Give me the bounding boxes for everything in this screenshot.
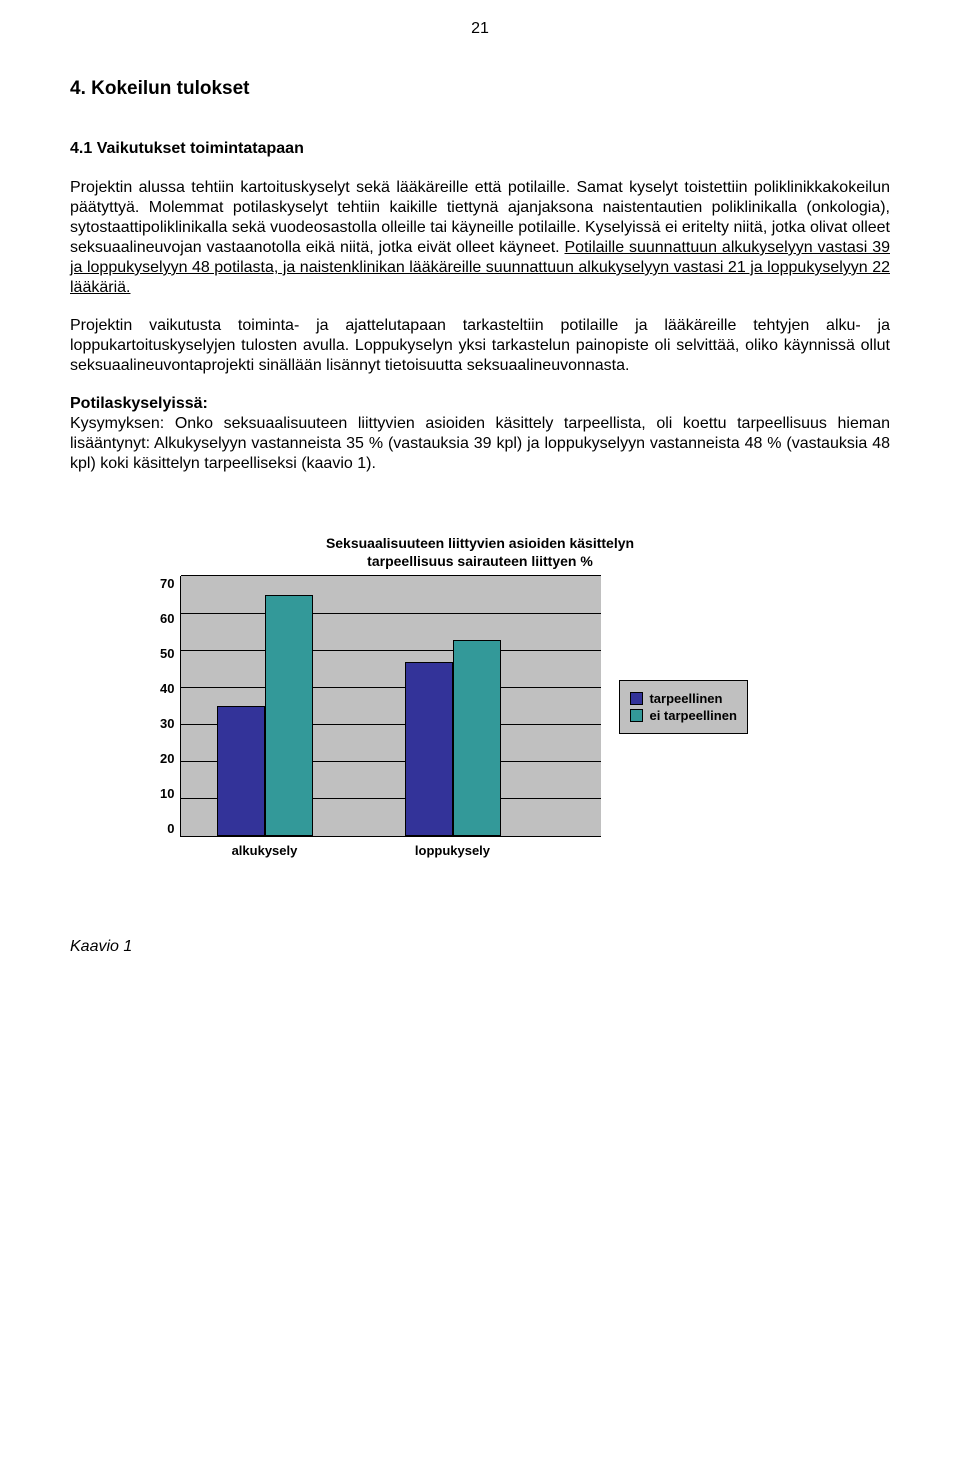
legend-row: tarpeellinen bbox=[630, 691, 736, 706]
chart-area: 70 60 50 40 30 20 10 0 tarpeellinen ei tarpeelli… bbox=[160, 576, 800, 837]
chart-x-labels: alkukysely loppukysely bbox=[160, 843, 800, 858]
chart-title: Seksuaalisuuteen liittyvien asioiden käs… bbox=[160, 534, 800, 570]
paragraph-3-label: Potilaskyselyissä: bbox=[70, 395, 208, 412]
heading-subsection: 4.1 Vaikutukset toimintatapaan bbox=[70, 140, 890, 158]
chart-x-label: alkukysely bbox=[216, 843, 312, 858]
chart-gridline bbox=[181, 687, 601, 688]
chart-plot bbox=[180, 576, 601, 837]
chart-legend: tarpeellinen ei tarpeellinen bbox=[619, 680, 747, 734]
paragraph-3-body: Kysymyksen: Onko seksuaalisuuteen liitty… bbox=[70, 415, 890, 472]
legend-label: tarpeellinen bbox=[649, 691, 722, 706]
chart-gridline bbox=[181, 650, 601, 651]
chart-y-axis: 70 60 50 40 30 20 10 0 bbox=[160, 576, 180, 836]
chart-y-tick: 60 bbox=[160, 611, 174, 626]
legend-swatch bbox=[630, 692, 643, 705]
page-number: 21 bbox=[70, 20, 890, 38]
legend-label: ei tarpeellinen bbox=[649, 708, 736, 723]
chart-caption: Kaavio 1 bbox=[70, 938, 890, 956]
x-label-spacer bbox=[160, 843, 180, 858]
chart-y-tick: 30 bbox=[160, 716, 174, 731]
paragraph-1: Projektin alussa tehtiin kartoituskysely… bbox=[70, 178, 890, 298]
chart-y-tick: 50 bbox=[160, 646, 174, 661]
chart-y-tick: 70 bbox=[160, 576, 174, 591]
chart-gridline bbox=[181, 575, 601, 576]
chart-bar bbox=[453, 640, 501, 837]
chart-container: Seksuaalisuuteen liittyvien asioiden käs… bbox=[160, 534, 800, 858]
chart-bar bbox=[265, 595, 313, 836]
chart-y-tick: 20 bbox=[160, 751, 174, 766]
chart-bar bbox=[405, 662, 453, 837]
legend-row: ei tarpeellinen bbox=[630, 708, 736, 723]
page: 21 4. Kokeilun tulokset 4.1 Vaikutukset … bbox=[0, 0, 960, 1470]
chart-gridline bbox=[181, 613, 601, 614]
heading-section: 4. Kokeilun tulokset bbox=[70, 78, 890, 100]
chart-y-tick: 10 bbox=[160, 786, 174, 801]
paragraph-2: Projektin vaikutusta toiminta- ja ajatte… bbox=[70, 316, 890, 376]
chart-y-tick: 0 bbox=[167, 821, 174, 836]
paragraph-3: Potilaskyselyissä: Kysymyksen: Onko seks… bbox=[70, 394, 890, 474]
chart-x-label: loppukysely bbox=[404, 843, 500, 858]
chart-title-line2: tarpeellisuus sairauteen liittyen % bbox=[367, 553, 593, 569]
chart-bar bbox=[217, 706, 265, 836]
legend-swatch bbox=[630, 709, 643, 722]
chart-title-line1: Seksuaalisuuteen liittyvien asioiden käs… bbox=[326, 535, 634, 551]
chart-y-tick: 40 bbox=[160, 681, 174, 696]
